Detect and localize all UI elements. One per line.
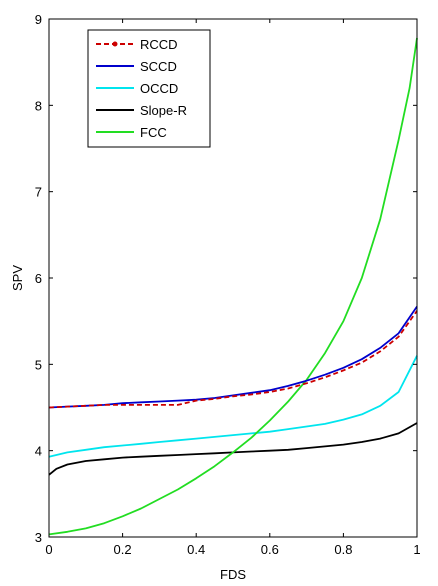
y-tick-label: 7 bbox=[35, 185, 42, 200]
legend-label-sccd: SCCD bbox=[140, 59, 177, 74]
y-tick-label: 8 bbox=[35, 98, 42, 113]
x-tick-label: 0.4 bbox=[187, 542, 205, 557]
legend-marker-rccd bbox=[112, 41, 118, 47]
series-line-occd bbox=[48, 355, 418, 458]
legend-label-fcc: FCC bbox=[140, 125, 167, 140]
y-axis-label: SPV bbox=[10, 265, 25, 291]
series-line-slope-r bbox=[48, 422, 418, 476]
series-layer bbox=[48, 37, 418, 536]
y-tick-label: 6 bbox=[35, 271, 42, 286]
x-axis-label: FDS bbox=[220, 567, 246, 582]
x-tick-label: 0 bbox=[45, 542, 52, 557]
legend-label-occd: OCCD bbox=[140, 81, 178, 96]
series-line-fcc bbox=[48, 37, 418, 536]
series-line-rccd bbox=[48, 310, 418, 409]
tick-layer: 0 0.2 0.4 0.6 0.8 1 3 4 5 6 7 8 9 bbox=[35, 12, 421, 557]
y-tick-label: 3 bbox=[35, 530, 42, 545]
y-tick-label: 4 bbox=[35, 444, 42, 459]
legend-label-slope-r: Slope-R bbox=[140, 103, 187, 118]
x-tick-label: 0.2 bbox=[114, 542, 132, 557]
x-tick-label: 1 bbox=[413, 542, 420, 557]
x-tick-label: 0.8 bbox=[334, 542, 352, 557]
y-tick-label: 5 bbox=[35, 357, 42, 372]
legend: RCCD SCCD OCCD Slope-R FCC bbox=[87, 29, 211, 148]
y-tick-label: 9 bbox=[35, 12, 42, 27]
legend-label-rccd: RCCD bbox=[140, 37, 178, 52]
x-tick-label: 0.6 bbox=[261, 542, 279, 557]
